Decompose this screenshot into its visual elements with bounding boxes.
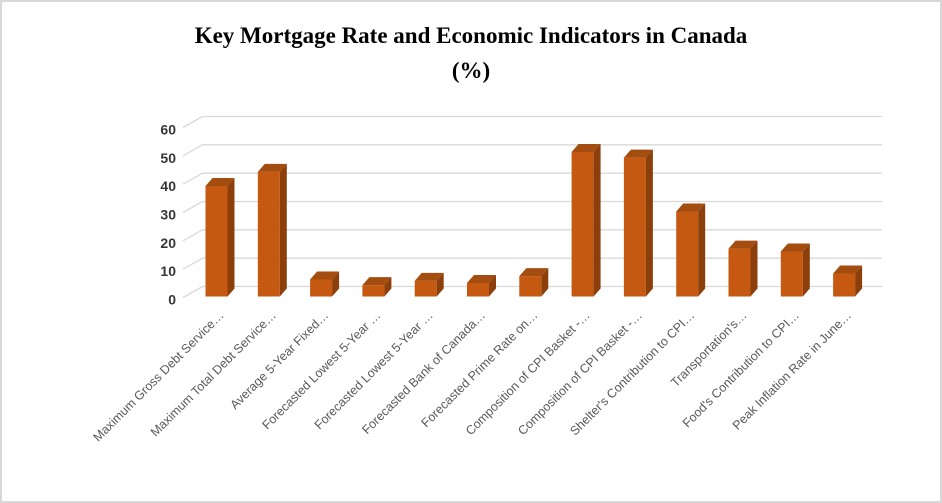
bar-top-face: [414, 272, 444, 281]
bar-side-face: [698, 203, 706, 297]
bar-top-face: [780, 243, 810, 252]
bar-side-face: [645, 149, 653, 297]
bar-top-face: [623, 149, 653, 158]
y-axis-tick-label: 10: [160, 263, 176, 279]
bar-front-face: [205, 186, 228, 297]
chart-title-line1: Key Mortgage Rate and Economic Indicator…: [194, 23, 748, 48]
bar-side-face: [279, 163, 287, 297]
bar-side-face: [384, 277, 392, 297]
y-axis-tick-label: 60: [160, 122, 176, 138]
bar-top-face: [310, 271, 340, 280]
bar-side-face: [489, 275, 496, 297]
depth-tick: [182, 172, 203, 185]
bar-front-face: [467, 283, 489, 297]
bar-front-face: [623, 157, 646, 297]
bar-top-face: [676, 203, 706, 212]
chart-title: Key Mortgage Rate and Economic Indicator…: [2, 18, 940, 88]
bar-side-face: [436, 272, 444, 297]
depth-tick: [182, 257, 203, 270]
bar-front-face: [310, 279, 333, 297]
depth-tick: [182, 144, 203, 157]
y-axis-tick-label: 20: [160, 235, 176, 251]
bar-side-face: [593, 144, 601, 297]
depth-tick: [182, 285, 203, 299]
bar-front-face: [728, 248, 751, 297]
y-axis-tick-label: 0: [168, 292, 176, 308]
bar-front-face: [362, 285, 385, 297]
bar-side-face: [332, 271, 340, 297]
bar-top-face: [205, 178, 235, 187]
bar-side-face: [227, 178, 235, 297]
y-axis-tick-label: 30: [160, 207, 176, 223]
bar-side-face: [802, 243, 810, 297]
bar-side-face: [855, 265, 863, 297]
depth-tick: [182, 115, 203, 129]
bar-side-face: [541, 268, 549, 297]
bar-front-face: [676, 211, 699, 297]
y-axis-tick-label: 50: [160, 150, 176, 166]
chart-title-line2: (%): [451, 58, 491, 83]
bar-top-face: [257, 163, 287, 172]
bar-front-face: [780, 251, 803, 297]
bar-top-face: [571, 144, 601, 153]
bar-top-face: [728, 240, 758, 249]
depth-tick: [182, 200, 203, 214]
bar-top-face: [362, 277, 392, 286]
bar-side-face: [750, 240, 758, 297]
bar-front-face: [571, 152, 594, 297]
bar-top-face: [833, 265, 863, 274]
bar-top-face: [519, 268, 549, 277]
depth-tick: [182, 229, 203, 242]
y-axis-tick-label: 40: [160, 178, 176, 194]
bar-front-face: [833, 273, 856, 297]
bar-front-face: [519, 276, 542, 297]
x-axis-category-label: Average 5-Year Fixed…: [227, 308, 331, 412]
bar-front-face: [414, 280, 437, 297]
bar-top-face: [467, 275, 496, 284]
bar-front-face: [257, 171, 280, 297]
